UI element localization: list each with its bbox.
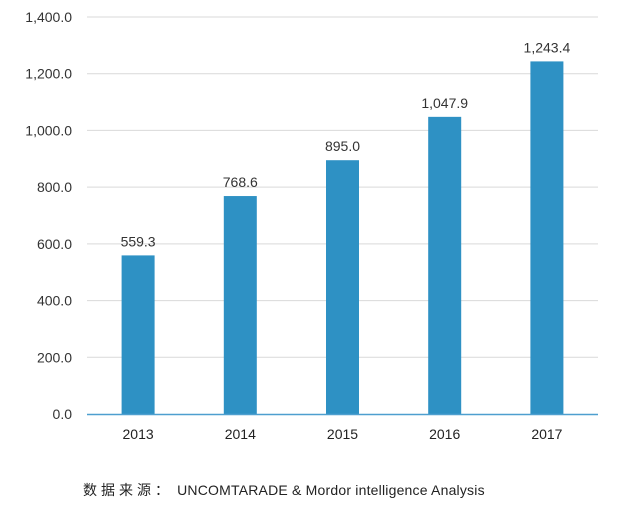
x-tick-label-2017: 2017	[531, 426, 562, 442]
data-label-2015: 895.0	[325, 138, 360, 154]
bar-2016	[428, 116, 462, 415]
data-labels: 559.3 768.6 895.0 1,047.9 1,243.4	[121, 39, 571, 249]
x-tick-label-2013: 2013	[123, 426, 154, 442]
y-tick-label: 400.0	[37, 293, 72, 309]
y-tick-label: 200.0	[37, 349, 72, 365]
data-label-2014: 768.6	[223, 174, 258, 190]
y-tick-label: 1,400.0	[25, 9, 72, 25]
source-note: 数据来源： UNCOMTARADE & Mordor intelligence …	[83, 480, 485, 500]
y-tick-label: 0.0	[53, 406, 73, 422]
bar-2013	[121, 255, 155, 414]
y-tick-label: 600.0	[37, 236, 72, 252]
data-label-2016: 1,047.9	[421, 95, 468, 111]
x-tick-label-2015: 2015	[327, 426, 358, 442]
y-tick-label: 1,200.0	[25, 66, 72, 82]
x-tick-label-2014: 2014	[225, 426, 256, 442]
y-tick-label: 800.0	[37, 179, 72, 195]
y-axis-tick-labels: 0.0 200.0 400.0 600.0 800.0 1,000.0 1,200.0 1,4…	[25, 9, 72, 422]
bar-2014	[223, 196, 257, 414]
bar-2017	[530, 61, 564, 414]
source-prefix: 数据来源：	[83, 482, 173, 498]
x-axis-tick-labels: 2013 2014 2015 2016 2017	[123, 426, 563, 442]
x-tick-label-2016: 2016	[429, 426, 460, 442]
y-tick-label: 1,000.0	[25, 122, 72, 138]
source-text: UNCOMTARADE & Mordor intelligence Analys…	[177, 482, 485, 498]
data-label-2017: 1,243.4	[524, 39, 571, 55]
bars	[121, 61, 564, 415]
bar-2015	[326, 160, 359, 414]
data-label-2013: 559.3	[121, 233, 156, 249]
